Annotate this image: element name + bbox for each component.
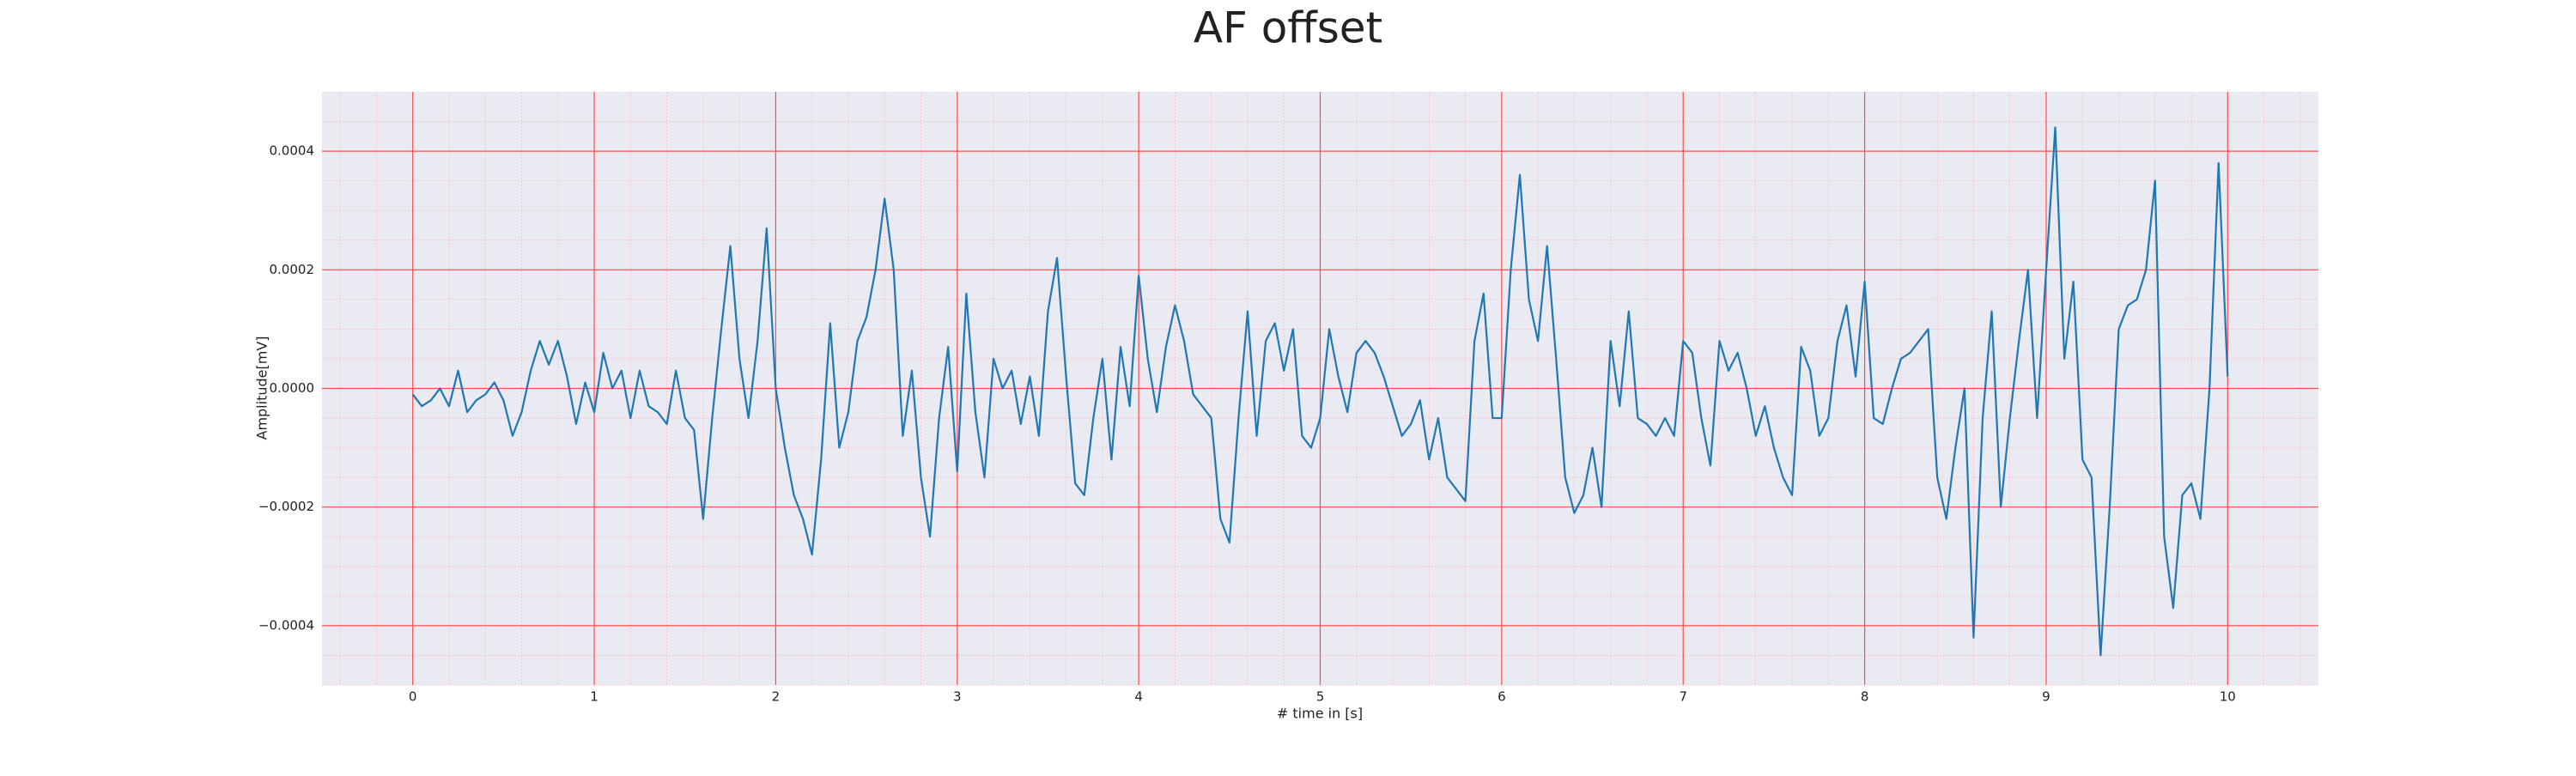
x-tick-label: 6 xyxy=(1498,689,1506,705)
chart-title: AF offset xyxy=(1194,3,1382,53)
grid xyxy=(322,92,2318,686)
x-tick-label: 3 xyxy=(953,689,962,705)
y-tick-label: 0.0000 xyxy=(270,380,315,396)
y-tick-label: −0.0004 xyxy=(258,617,314,633)
y-tick-label: 0.0004 xyxy=(270,143,315,159)
y-axis-label: Amplitude[mV] xyxy=(254,336,270,440)
x-tick-label: 9 xyxy=(2042,689,2050,705)
signal-line xyxy=(411,126,2229,657)
x-tick-label: 5 xyxy=(1316,689,1325,705)
x-tick-label: 1 xyxy=(590,689,598,705)
axes: 0 1 2 3 4 5 6 7 8 9 10 −0.0004 −0.0002 0.0000 0.0002 0.… xyxy=(258,143,2236,705)
x-tick-label: 7 xyxy=(1679,689,1687,705)
x-tick-label: 2 xyxy=(772,689,781,705)
y-tick-label: −0.0002 xyxy=(258,499,314,514)
x-axis-label: # time in [s] xyxy=(1277,706,1363,722)
x-tick-label: 4 xyxy=(1134,689,1143,705)
plot-area xyxy=(411,126,2229,657)
x-tick-label: 8 xyxy=(1861,689,1869,705)
y-tick-label: 0.0002 xyxy=(270,262,315,277)
x-tick-label: 10 xyxy=(2220,689,2236,705)
x-tick-label: 0 xyxy=(409,689,417,705)
